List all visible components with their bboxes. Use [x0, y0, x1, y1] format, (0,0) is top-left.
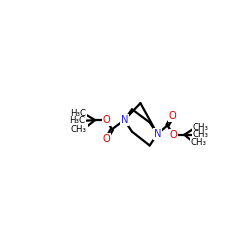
Text: N: N [154, 129, 161, 139]
Text: O: O [103, 115, 110, 125]
Text: O: O [170, 130, 177, 140]
Text: H₃C: H₃C [70, 109, 86, 118]
Text: CH₃: CH₃ [192, 130, 208, 139]
Text: CH₃: CH₃ [71, 125, 87, 134]
Text: CH₃: CH₃ [192, 123, 208, 132]
Text: O: O [103, 134, 110, 143]
Text: N: N [120, 115, 128, 125]
Text: O: O [169, 111, 177, 121]
Text: CH₃: CH₃ [190, 138, 206, 147]
Text: H₃C: H₃C [69, 116, 85, 125]
